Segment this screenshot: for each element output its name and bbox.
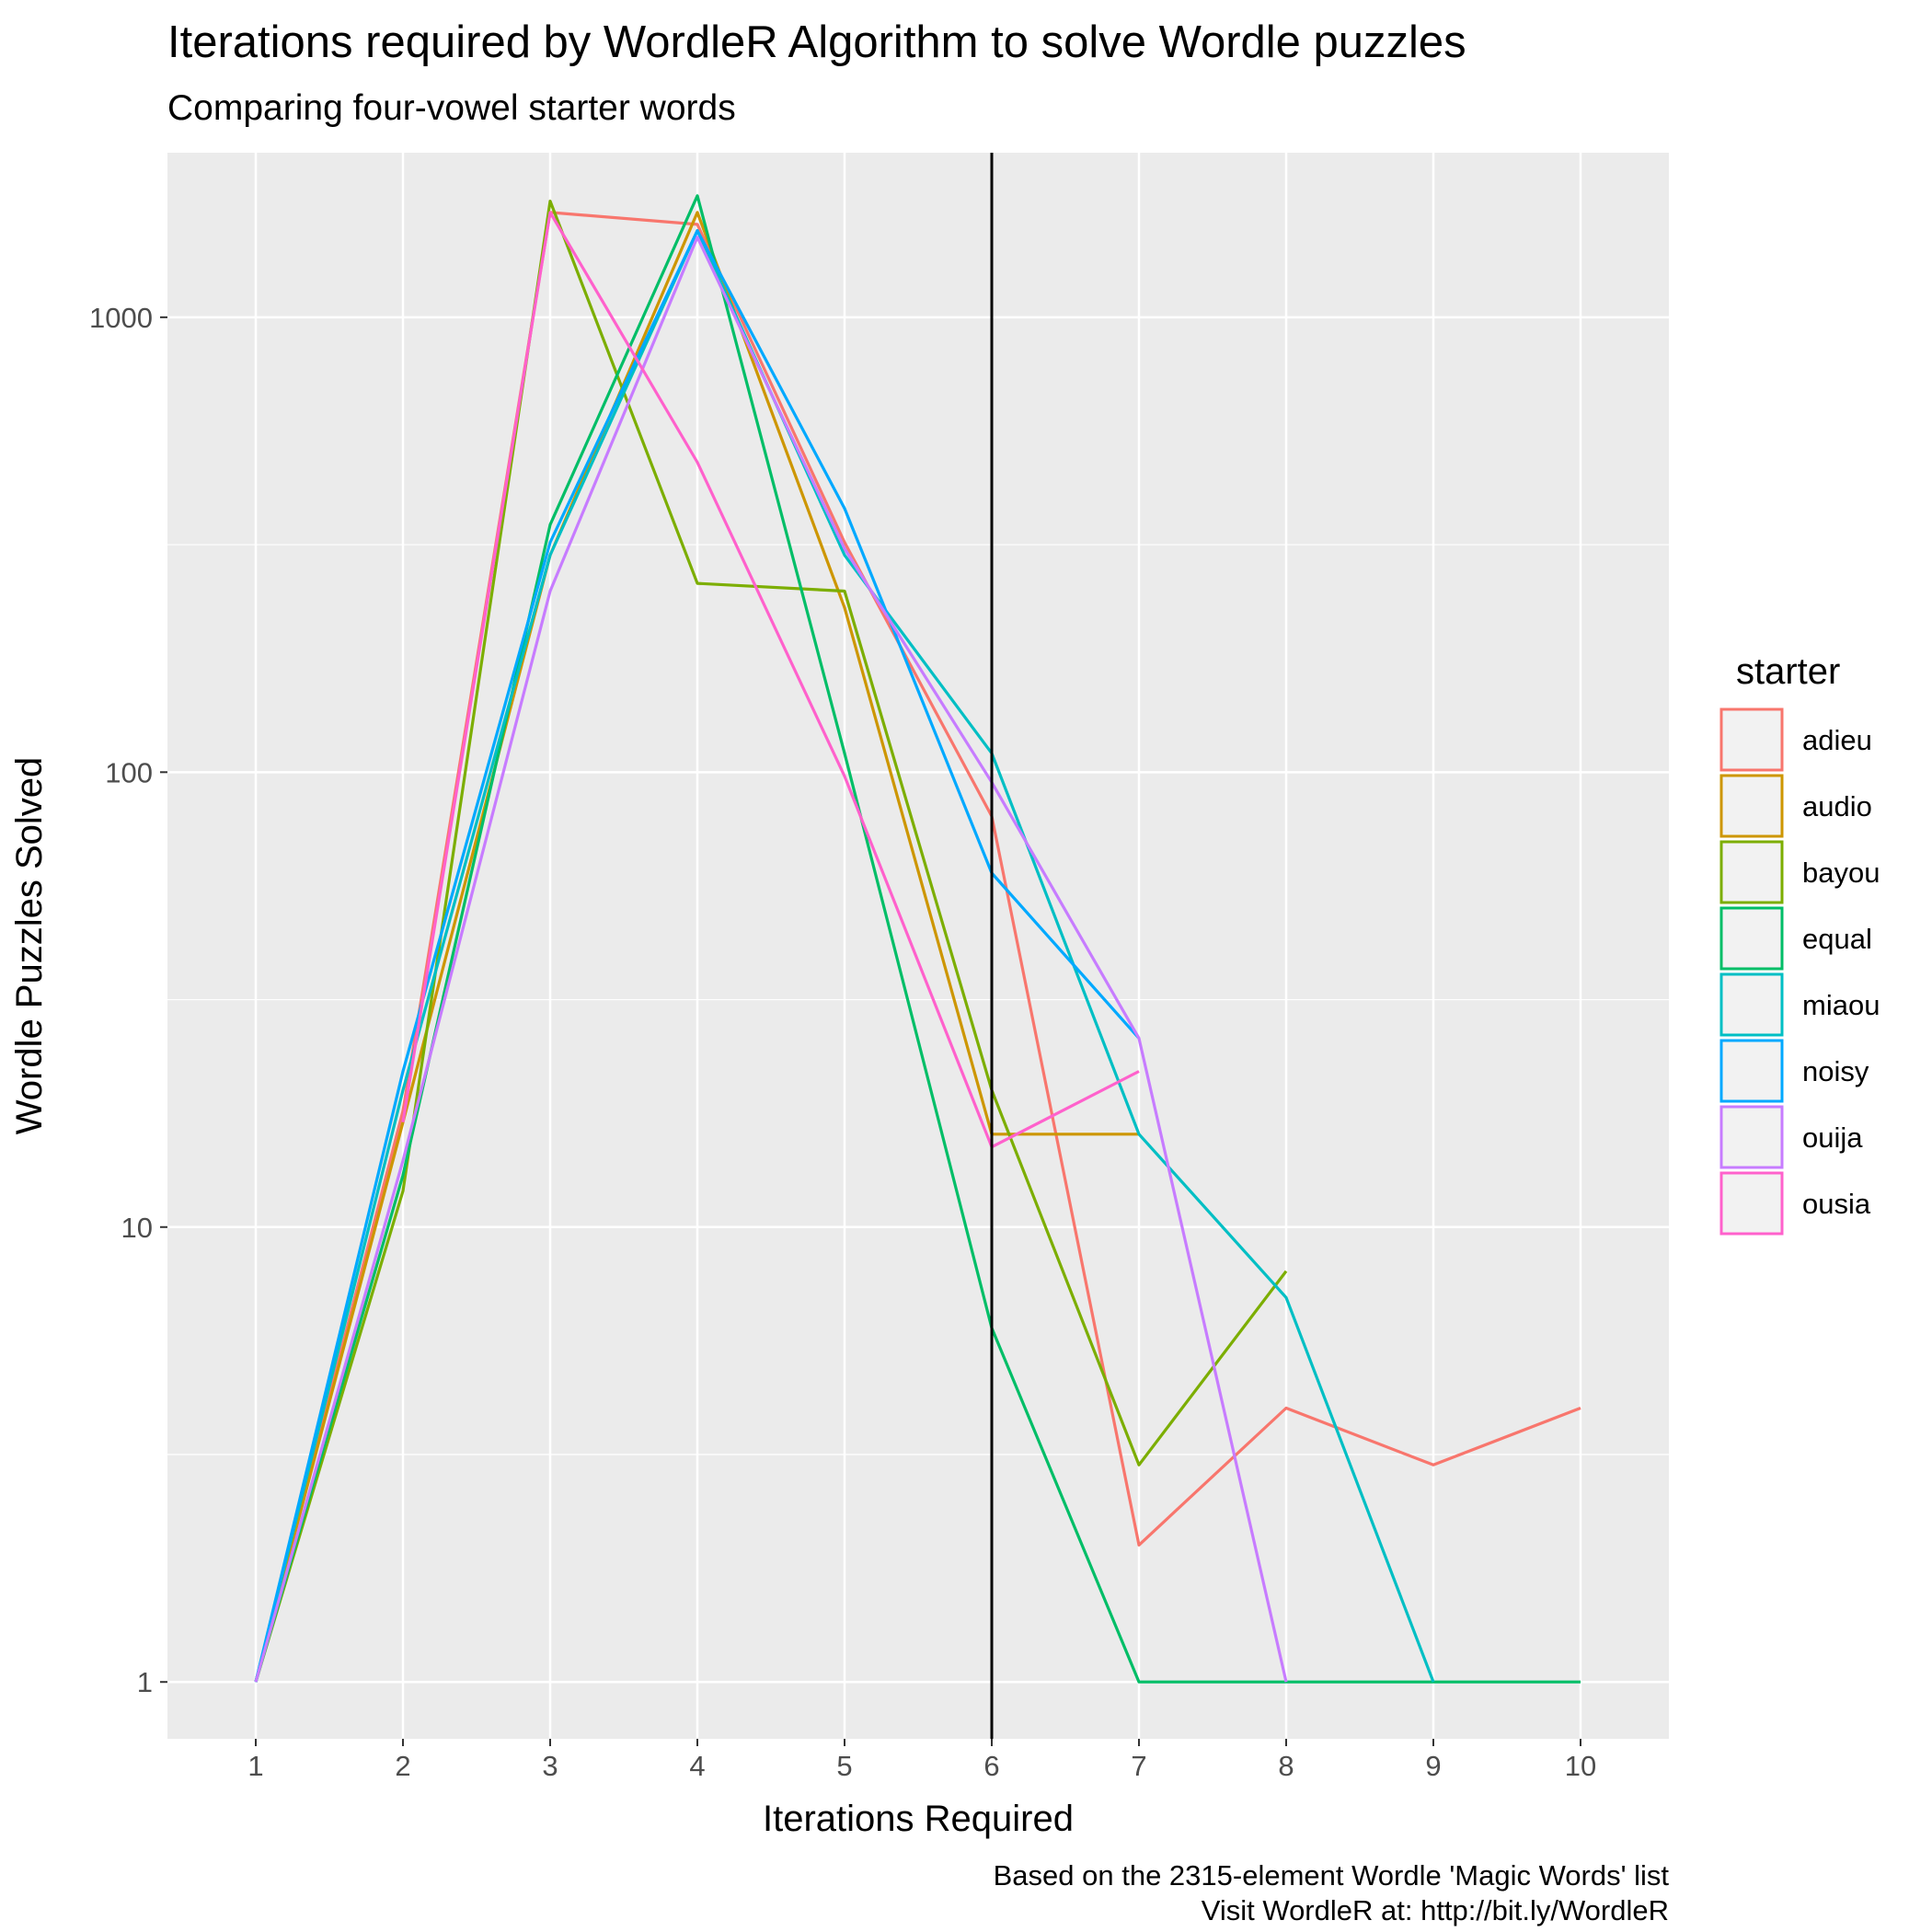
legend-item-ousia: ousia: [1719, 1171, 1871, 1236]
legend-items: adieu audio bayou equal miaou noisy ouija ousia: [1719, 707, 1880, 1236]
legend-label-adieu: adieu: [1802, 724, 1872, 756]
series-line-ousia: [401, 211, 1140, 1149]
legend-key-equal: [1719, 906, 1784, 971]
legend-item-miaou: miaou: [1719, 972, 1880, 1037]
legend-label-equal: equal: [1802, 923, 1872, 955]
x-tick-label-6: 6: [983, 1750, 999, 1782]
legend: starter adieu audio bayou equal miaou noisy ou…: [1719, 651, 1880, 1236]
legend-label-ousia: ousia: [1802, 1188, 1871, 1220]
legend-key-ousia: [1719, 1171, 1784, 1236]
x-axis-ticks: 1 2 3 4 5 6 7 8 9 10: [247, 1739, 1596, 1782]
series-line-bayou: [254, 200, 1288, 1683]
legend-item-bayou: bayou: [1719, 840, 1880, 904]
panel-background: [167, 153, 1669, 1739]
legend-item-audio: audio: [1719, 774, 1872, 838]
legend-item-noisy: noisy: [1719, 1039, 1869, 1103]
legend-item-adieu: adieu: [1719, 707, 1872, 772]
series-line-miaou: [254, 229, 1435, 1683]
legend-label-miaou: miaou: [1802, 989, 1880, 1021]
legend-key-miaou: [1719, 972, 1784, 1037]
x-axis-title: Iterations Required: [763, 1799, 1074, 1839]
y-tick-label-10: 10: [121, 1212, 153, 1244]
x-tick-label-8: 8: [1278, 1750, 1294, 1782]
y-tick-label-1: 1: [137, 1666, 153, 1698]
legend-key-adieu: [1719, 707, 1784, 772]
legend-item-ouija: ouija: [1719, 1105, 1863, 1169]
x-tick-label-4: 4: [689, 1750, 705, 1782]
series-line-equal: [254, 194, 1581, 1684]
chart-subtitle: Comparing four-vowel starter words: [167, 88, 736, 128]
legend-key-ouija: [1719, 1105, 1784, 1169]
legend-key-noisy: [1719, 1039, 1784, 1103]
legend-key-bayou: [1719, 840, 1784, 904]
x-tick-label-3: 3: [542, 1750, 558, 1782]
plot-panel: [167, 153, 1669, 1739]
legend-label-bayou: bayou: [1802, 857, 1880, 889]
caption-line-1: Based on the 2315-element Wordle 'Magic …: [994, 1859, 1670, 1892]
x-tick-label-9: 9: [1425, 1750, 1441, 1782]
y-tick-label-1000: 1000: [89, 302, 153, 334]
legend-item-equal: equal: [1719, 906, 1872, 971]
series-line-ouija: [254, 236, 1288, 1683]
y-tick-label-100: 100: [105, 756, 153, 788]
x-tick-label-1: 1: [247, 1750, 263, 1782]
caption-line-2: Visit WordleR at: http://bit.ly/WordleR: [1202, 1894, 1669, 1926]
legend-key-audio: [1719, 774, 1784, 838]
chart-title: Iterations required by WordleR Algorithm…: [167, 17, 1466, 67]
x-tick-label-5: 5: [836, 1750, 852, 1782]
legend-label-ouija: ouija: [1802, 1121, 1863, 1154]
legend-label-noisy: noisy: [1802, 1055, 1869, 1087]
x-tick-label-2: 2: [395, 1750, 410, 1782]
legend-label-audio: audio: [1802, 790, 1872, 822]
y-axis-title: Wordle Puzzles Solved: [9, 757, 50, 1135]
legend-title: starter: [1736, 651, 1840, 692]
y-axis-ticks: 1 10 100 1000: [89, 302, 167, 1698]
x-tick-label-7: 7: [1131, 1750, 1146, 1782]
x-tick-label-10: 10: [1565, 1750, 1596, 1782]
